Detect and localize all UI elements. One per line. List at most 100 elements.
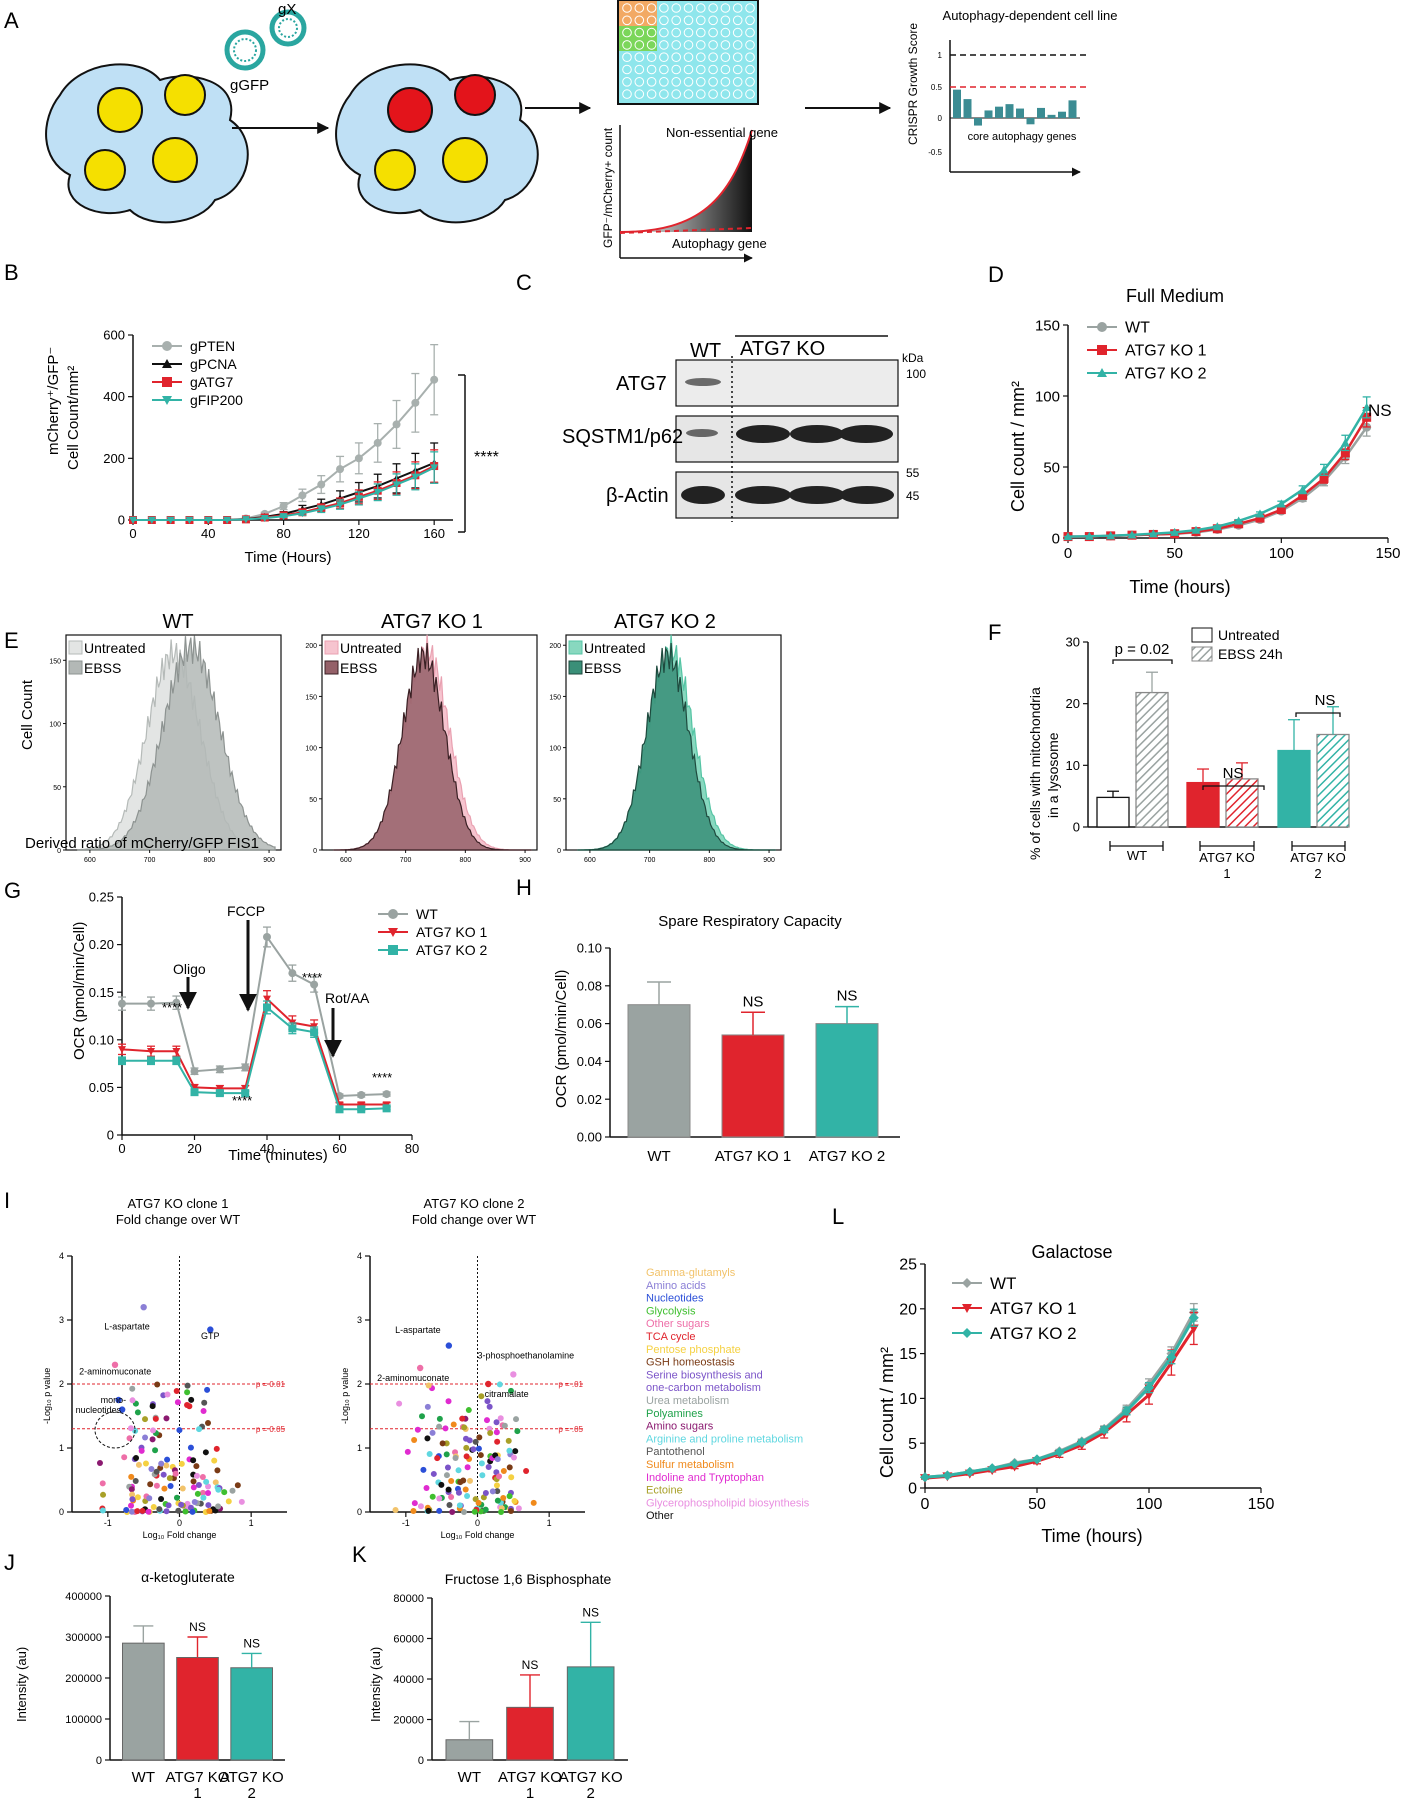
- metabolite-label: GTP: [201, 1331, 220, 1341]
- y-tick-label: 0.25: [89, 890, 114, 905]
- g-series-point: [357, 1091, 366, 1100]
- x-tick-label: 120: [348, 526, 370, 541]
- y-tick-label: 10: [1066, 758, 1080, 773]
- plate-well: [622, 52, 632, 63]
- metabolite-point: [147, 1481, 154, 1488]
- i-title-2b: Fold change over WT: [412, 1212, 536, 1227]
- y-tick-label: 300000: [65, 1632, 102, 1644]
- f-bar: [1096, 796, 1130, 828]
- y-tick-label: 0: [908, 1481, 917, 1498]
- b-series-gPTEN-point: [317, 480, 326, 489]
- metabolite-point: [100, 1491, 107, 1498]
- metabolite-point: [392, 1506, 399, 1513]
- x-tick-label: 160: [423, 526, 445, 541]
- guide-gGFP-label: gGFP: [230, 77, 269, 94]
- d-series-point: [1319, 473, 1329, 483]
- g-series-point: [357, 1105, 366, 1114]
- bar-category-label: 1: [193, 1785, 201, 1800]
- growth-tick: 0: [938, 114, 943, 123]
- plate-well: [622, 15, 632, 26]
- legend-class-4: Other sugars: [646, 1318, 710, 1330]
- metabolite-point: [225, 1498, 232, 1505]
- f-ns-ko1: NS: [1223, 765, 1244, 782]
- metabolite-point: [211, 1457, 218, 1464]
- plate-well: [696, 3, 706, 13]
- plate-well: [720, 27, 731, 38]
- screen-y-label: GFP⁻/mCherry+ count: [601, 127, 615, 248]
- metabolite-point: [139, 1507, 146, 1514]
- chart-l: 0 5 10 15 20 25 0 50 100 150 WT ATG7 KO 1 ATG7 KO 2: [899, 1257, 1274, 1513]
- legend-class-9: one-carbon metabolism: [646, 1382, 761, 1394]
- metabolite-label: mono-: [101, 1395, 127, 1405]
- flow-histogram-1: 0 50 100 150 600 700 800 900 Untreated EBSS: [49, 634, 282, 864]
- bar-category-label: ATG7 KO: [559, 1769, 623, 1786]
- legend-label-ebss: EBSS: [584, 660, 621, 676]
- y-tick-label: 200: [305, 643, 317, 650]
- metabolite-point: [160, 1471, 167, 1478]
- metabolite-point: [430, 1470, 437, 1477]
- y-tick-label: 0: [313, 848, 317, 855]
- b-series-gFIP200-point: [373, 489, 382, 497]
- plate-well: [622, 27, 632, 38]
- y-tick-label: 50: [1043, 459, 1060, 476]
- metabolite-point: [204, 1386, 211, 1393]
- metabolite-point: [129, 1397, 136, 1404]
- x-tick-label: 150: [1375, 545, 1400, 562]
- metabolite-point: [506, 1464, 513, 1471]
- metabolite-point: [508, 1474, 515, 1481]
- metabolite-point: [149, 1403, 156, 1410]
- metabolite-point: [511, 1497, 518, 1504]
- metabolite-point: [148, 1465, 155, 1472]
- k-y-label: Intensity (au): [368, 1647, 383, 1722]
- d-series-point: [1276, 505, 1286, 515]
- j-y-label: Intensity (au): [14, 1647, 29, 1722]
- plate-well: [622, 40, 632, 50]
- guide-gX-icon: gX: [269, 1, 307, 47]
- chart-b: 0 200 400 600 0 40 80 120 160 gPTEN gPCNA gATG7 gFIP…: [103, 328, 453, 541]
- metabolite-point: [174, 1399, 181, 1406]
- metabolite-point: [434, 1455, 441, 1462]
- metabolite-point: [464, 1464, 471, 1471]
- metabolite-point: [200, 1407, 207, 1414]
- plate-well: [708, 89, 718, 99]
- growth-tick: 0.5: [931, 83, 943, 92]
- metabolite-point: [129, 1385, 136, 1392]
- d-series-point: [1106, 531, 1116, 540]
- g-series-point: [241, 1063, 250, 1072]
- metabolite-point: [154, 1381, 161, 1388]
- metabolite-point: [191, 1498, 198, 1505]
- metabolite-point: [134, 1508, 141, 1515]
- metabolite-point: [439, 1440, 446, 1447]
- legend-class-0: Gamma-glutamyls: [646, 1267, 736, 1279]
- legend-swatch-untreated: [68, 640, 83, 655]
- metabolite-point: [523, 1468, 530, 1475]
- metabolite-point: [486, 1403, 493, 1410]
- metabolite-point: [506, 1447, 513, 1454]
- x-tick-label: 150: [1248, 1496, 1275, 1513]
- plate-well: [745, 27, 755, 38]
- panel-c: C WT ATG7 KO kDa ATG7 100 SQSTM1/p62 55 …: [516, 270, 926, 522]
- f-legend-untreated: Untreated: [1218, 627, 1279, 643]
- metabolite-point: [153, 1482, 160, 1489]
- h-ns-label: NS: [837, 988, 858, 1005]
- b-sig-stars: ****: [474, 449, 499, 466]
- metabolite-point: [156, 1506, 163, 1513]
- metabolite-point: [238, 1498, 245, 1505]
- g-series-point: [382, 1104, 391, 1113]
- b-series-gFIP200-point: [354, 495, 363, 503]
- panel-letter-l: L: [832, 1204, 844, 1229]
- legend-swatch-marker: [962, 1304, 972, 1313]
- plate-well: [683, 40, 694, 50]
- y-tick-label: 3: [59, 1315, 64, 1325]
- nonessential-curve: [619, 129, 753, 233]
- x-tick-label: 100: [1269, 545, 1294, 562]
- metabolite-point: [482, 1506, 489, 1513]
- h-category-label: ATG7 KO 1: [715, 1148, 791, 1165]
- b-series-gPTEN-point: [430, 375, 439, 384]
- chart-f: 0 10 20 30 Untreated EBSS 24h p = 0.02 NS NS WT AT…: [1066, 627, 1350, 881]
- metabolite-point: [449, 1508, 456, 1515]
- metabolite-point: [423, 1485, 430, 1492]
- plate-well: [696, 40, 706, 50]
- metabolite-point: [494, 1438, 501, 1445]
